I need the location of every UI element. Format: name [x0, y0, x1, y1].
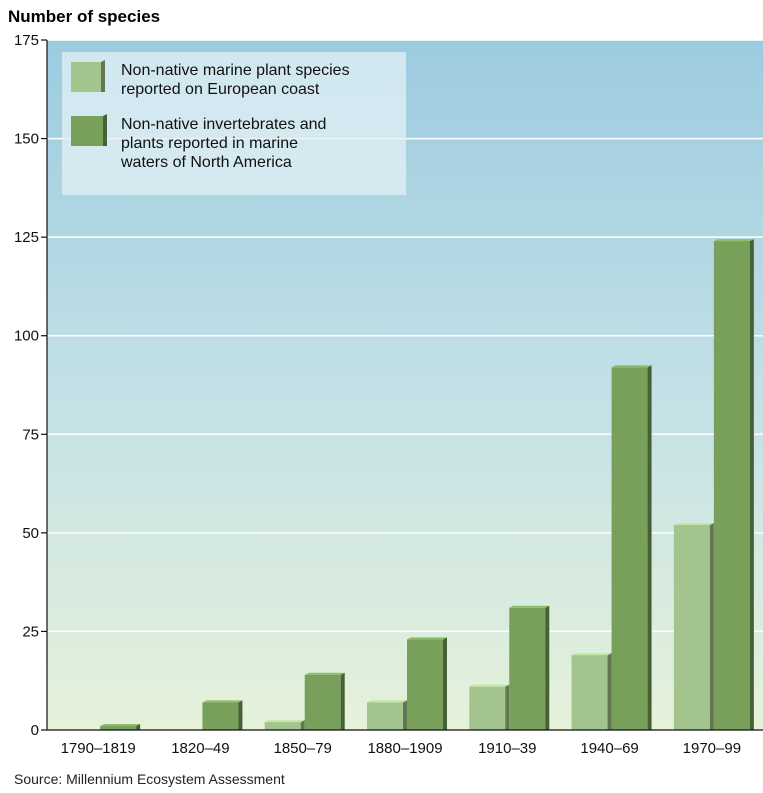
bar-european-coast: [674, 523, 714, 730]
bar-top: [407, 637, 447, 639]
bar-north-america: [509, 606, 549, 730]
y-tick-label: 175: [14, 32, 39, 49]
y-axis-title: Number of species: [8, 7, 160, 26]
bar-face: [714, 241, 750, 730]
bar-face: [305, 675, 341, 730]
bar-top: [612, 365, 652, 367]
legend-swatch: [71, 116, 103, 146]
legend: Non-native marine plant species reported …: [62, 52, 406, 195]
y-tick-label: 0: [31, 722, 39, 739]
bar-european-coast: [265, 720, 305, 730]
x-tick-label: 1850–79: [274, 740, 332, 757]
x-tick-label: 1820–49: [171, 740, 229, 757]
y-tick-label: 75: [22, 426, 39, 443]
y-tick-label: 50: [22, 525, 39, 542]
y-axis-ticks: 0 25 50 75 100 125 150 175: [14, 32, 47, 739]
bar-face: [265, 722, 301, 730]
bar-side: [505, 685, 509, 730]
legend-swatch-side: [103, 114, 107, 146]
x-axis-ticks: 1790–1819 1820–49 1850–79 1880–1909 1910–39 1…: [61, 740, 741, 757]
legend-swatch: [71, 62, 101, 92]
bar-side: [710, 523, 714, 730]
bar-north-america: [714, 239, 754, 730]
bar-side: [545, 606, 549, 730]
bar-face: [202, 702, 238, 730]
bar-face: [612, 367, 648, 730]
y-tick-label: 150: [14, 131, 39, 148]
bar-side: [341, 673, 345, 730]
bar-north-america: [407, 637, 447, 730]
bar-top: [100, 724, 140, 726]
bar-north-america: [202, 700, 242, 730]
x-tick-label: 1970–99: [683, 740, 741, 757]
x-tick-label: 1940–69: [580, 740, 638, 757]
bar-european-coast: [367, 700, 407, 730]
bar-top: [674, 523, 714, 525]
y-tick-label: 125: [14, 229, 39, 246]
x-tick-label: 1880–1909: [367, 740, 442, 757]
y-tick-label: 100: [14, 328, 39, 345]
bar-side: [648, 365, 652, 730]
bar-side: [608, 653, 612, 730]
x-tick-label: 1790–1819: [61, 740, 136, 757]
bar-top: [367, 700, 407, 702]
bar-top: [469, 685, 509, 687]
bar-european-coast: [572, 653, 612, 730]
bar-north-america: [612, 365, 652, 730]
bar-top: [202, 700, 242, 702]
bar-top: [572, 653, 612, 655]
bar-top: [305, 673, 345, 675]
bar-face: [367, 702, 403, 730]
bar-face: [572, 655, 608, 730]
bar-face: [674, 525, 710, 730]
bar-side: [403, 700, 407, 730]
bar-side: [443, 637, 447, 730]
bar-side: [750, 239, 754, 730]
bar-european-coast: [469, 685, 509, 730]
bar-face: [509, 608, 545, 730]
bar-north-america: [100, 724, 140, 730]
bar-top: [265, 720, 305, 722]
source-note: Source: Millennium Ecosystem Assessment: [14, 771, 285, 787]
bar-side: [238, 700, 242, 730]
bar-face: [407, 639, 443, 730]
bar-face: [469, 687, 505, 730]
bar-north-america: [305, 673, 345, 730]
x-tick-label: 1910–39: [478, 740, 536, 757]
bar-top: [714, 239, 754, 241]
y-tick-label: 25: [22, 623, 39, 640]
bar-top: [509, 606, 549, 608]
legend-swatch-side: [101, 60, 105, 92]
